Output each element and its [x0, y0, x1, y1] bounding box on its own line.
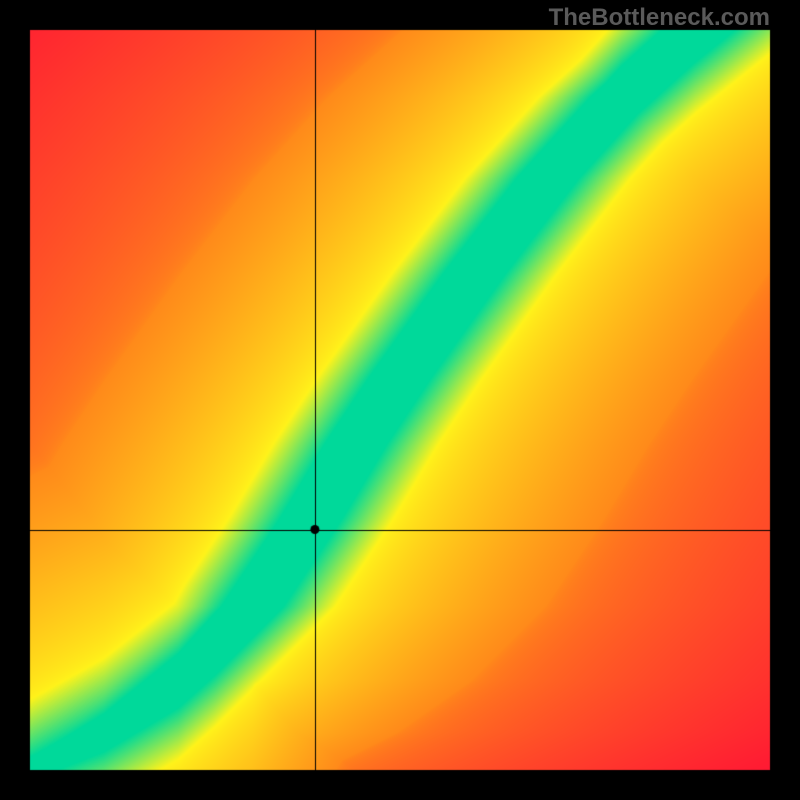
watermark-text: TheBottleneck.com — [549, 4, 770, 32]
chart-container: TheBottleneck.com — [0, 0, 800, 800]
heatmap-canvas — [0, 0, 800, 800]
